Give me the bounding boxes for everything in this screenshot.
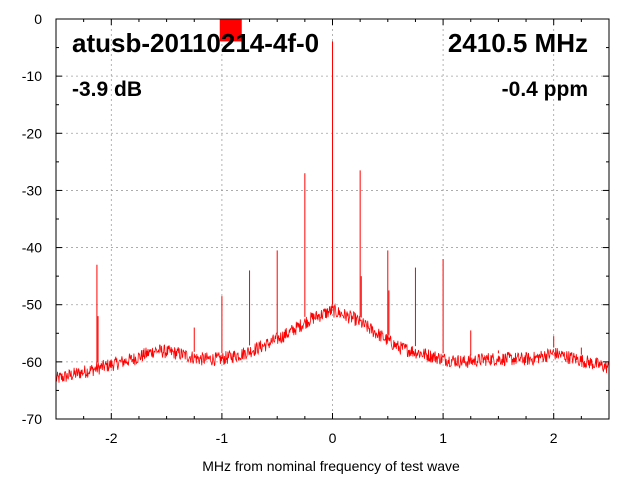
y-tick-label: -60 [22, 354, 42, 370]
y-tick-label: -30 [22, 182, 42, 198]
device-label: atusb-20110214-4f-0 [72, 28, 319, 58]
x-tick-label: -1 [216, 430, 229, 446]
y-tick-label: -20 [22, 125, 42, 141]
level-label: -3.9 dB [72, 78, 142, 101]
y-tick-label: -40 [22, 240, 42, 256]
y-tick-label: -70 [22, 411, 42, 427]
y-tick-label: -10 [22, 68, 42, 84]
x-tick-label: 0 [329, 430, 337, 446]
spectrum-trace [55, 303, 610, 383]
x-tick-label: 2 [550, 430, 558, 446]
x-axis-title: MHz from nominal frequency of test wave [202, 458, 460, 474]
x-tick-label: -2 [105, 430, 118, 446]
offset-label: -0.4 ppm [502, 78, 588, 101]
y-tick-label: 0 [34, 11, 42, 27]
frequency-label: 2410.5 MHz [448, 28, 588, 58]
x-tick-label: 1 [439, 430, 447, 446]
noise-floor-line [55, 303, 610, 383]
y-tick-label: -50 [22, 297, 42, 313]
spike-group [96, 41, 582, 363]
marker-square [219, 19, 242, 42]
tick-labels: 0-10-20-30-40-50-60-70-2 -1 0 1 2 [22, 11, 558, 446]
